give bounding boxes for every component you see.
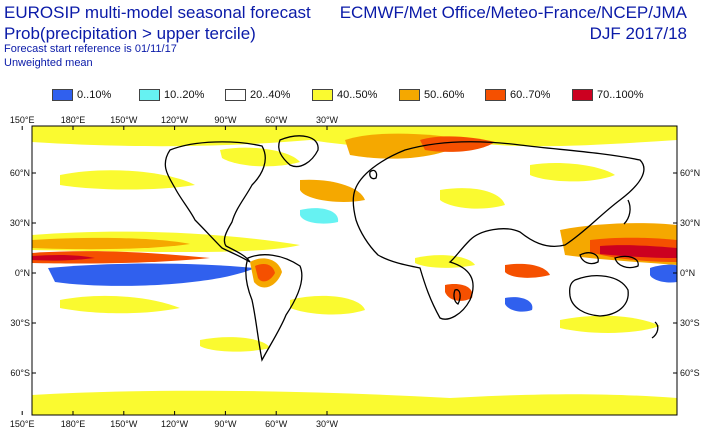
map-axis-ticks: 180°E 180°E 150°W 150°W 120°W 120°W 90°W 90°W 60… [10,115,700,429]
coast-north-america [164,141,266,263]
legend-label: 60..70% [510,89,551,101]
lat-tick-label-right: 60°S [680,368,700,378]
coast-borneo [579,252,599,265]
lon-tick-label-top: 150°W [110,115,138,125]
lat-tick-label-left: 60°N [10,168,30,178]
legend-swatch [312,89,333,101]
shade-south-pacific [60,295,180,314]
shade-siberia [530,163,615,182]
shade-east-africa [415,255,475,268]
coast-uk [369,169,378,180]
lat-tick-label-right: 30°S [680,318,700,328]
lon-tick-label-bottom: 30°W [316,419,339,429]
shade-pacific-dry [48,263,255,286]
legend-label: 40..50% [337,89,378,101]
lon-tick-label-top: 60°W [265,115,288,125]
shade-amazon-core [255,264,275,282]
lat-tick-label-right: 30°N [680,218,700,228]
shade-dateline-dry [650,264,677,283]
map-frame [31,125,678,416]
lon-tick-label-bottom: 120°W [161,419,189,429]
shade-arctic-band [32,126,677,148]
lat-tick-label-left: 30°S [10,318,30,328]
lat-tick-label-left: 0°N [15,268,30,278]
lon-tick-label-top: 180°E [61,115,86,125]
shade-south-africa [445,284,473,301]
coastlines [164,135,659,362]
shade-west-pacific-core [600,245,677,258]
lon-tick-label-top: 120°W [161,115,189,125]
lon-tick-label-bottom: 150°W [110,419,138,429]
coast-new-zealand [651,321,659,339]
lat-tick-label-left: 60°S [10,368,30,378]
legend-swatch [225,89,246,101]
lat-tick-label-right: 0°N [680,268,695,278]
legend-swatch [139,89,160,101]
shade-itcz-core [32,254,95,261]
lon-tick-label-bottom: 60°W [265,419,288,429]
coast-south-america [245,254,303,362]
coast-australia [569,275,629,317]
season-label: DJF 2017/18 [589,24,687,43]
lon-tick-label-top: 150°E [10,115,35,125]
shade-south-atlantic [290,295,365,315]
shade-north-eurasia-core [420,136,495,152]
legend-label: 10..20% [164,89,205,101]
legend-label: 20..40% [250,89,291,101]
coast-madagascar [453,289,461,305]
shade-north-pacific [60,170,195,190]
legend-swatch [52,89,73,101]
shade-itcz-east [32,237,190,250]
coast-japan [623,199,631,225]
coast-new-guinea [614,255,639,269]
shade-southern-ocean [32,390,677,415]
map-subtitle: Prob(precipitation > upper tercile) [4,24,256,43]
shade-atlantic-dry [300,208,339,224]
legend-label: 70..100% [597,89,644,101]
lon-tick-label-bottom: 90°W [214,419,237,429]
shade-itcz [32,251,210,264]
coast-eurasia-africa [352,141,645,320]
lon-tick-label-bottom: 150°E [10,419,35,429]
lon-tick-label-top: 90°W [214,115,237,125]
legend-label: 0..10% [77,89,112,101]
legend-swatch [572,89,593,101]
shade-north-atlantic [300,179,365,202]
shade-tasman [560,315,660,333]
coast-greenland [278,135,319,168]
forecast-start-note: Forecast start reference is 01/11/17 [4,43,177,55]
legend-label: 50..60% [424,89,465,101]
shade-south-indian-dry [505,297,533,312]
legend-swatch [485,89,506,101]
centres-title: ECMWF/Met Office/Meteo-France/NCEP/JMA [339,3,687,22]
legend-swatch [399,89,420,101]
weighting-note: Unweighted mean [4,57,93,69]
shade-indian-ocean [505,263,550,278]
lon-tick-label-bottom: 180°E [61,419,86,429]
shade-central-asia [440,188,505,209]
shade-south-pacific-2 [200,337,270,352]
probability-shading [32,126,677,415]
lat-tick-label-left: 30°N [10,218,30,228]
lat-tick-label-right: 60°N [680,168,700,178]
map-title: EUROSIP multi-model seasonal forecast [4,3,311,22]
lon-tick-label-top: 30°W [316,115,339,125]
